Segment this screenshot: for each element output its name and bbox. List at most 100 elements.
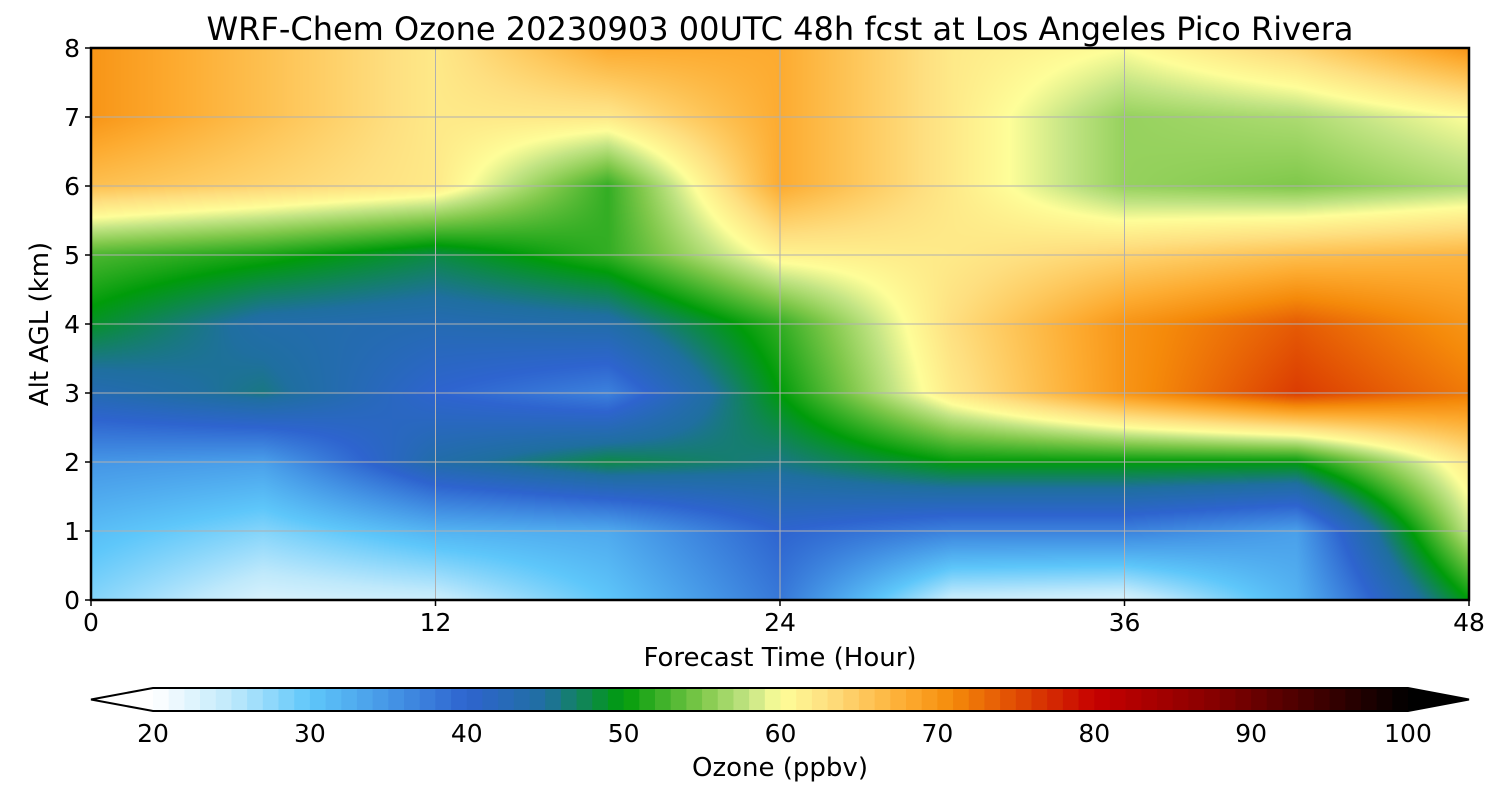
colorbar-tick-label: 20 (137, 719, 169, 748)
y-tick-label: 7 (64, 103, 80, 132)
colorbar-segment (545, 688, 562, 711)
colorbar-segment (498, 688, 515, 711)
x-axis-ticks: 0 12 24 36 48 (83, 600, 1485, 637)
colorbar-segment (1235, 688, 1252, 711)
colorbar-segment (153, 688, 170, 711)
colorbar-segment (1125, 688, 1142, 711)
colorbar-segment (702, 688, 719, 711)
colorbar-segment (1392, 688, 1409, 711)
colorbar-segment (482, 688, 499, 711)
colorbar-segment (1251, 688, 1268, 711)
colorbar-segment (309, 688, 327, 711)
y-tick-label: 2 (64, 448, 80, 477)
colorbar-segment (372, 688, 389, 711)
colorbar-tick-label: 30 (294, 719, 326, 748)
colorbar-segment (576, 688, 593, 711)
colorbar-segment (215, 688, 233, 711)
colorbar-segment (968, 688, 986, 711)
colorbar-segment (435, 688, 452, 711)
colorbar-segment (1031, 688, 1048, 711)
colorbar-segment (670, 688, 687, 711)
colorbar-tick-label: 90 (1235, 719, 1267, 748)
colorbar-segment (1094, 688, 1111, 711)
colorbar-segment (858, 688, 876, 711)
colorbar-segment (1047, 688, 1064, 711)
colorbar-segment (780, 688, 797, 711)
colorbar (90, 687, 1470, 712)
colorbar-segment (827, 688, 844, 711)
colorbar-segment (623, 688, 640, 711)
colorbar-segment (749, 688, 766, 711)
colorbar-segment (1141, 688, 1158, 711)
colorbar-segment (466, 688, 484, 711)
colorbar-segment (764, 688, 782, 711)
x-tick-label: 48 (1453, 608, 1485, 637)
colorbar-segment (294, 688, 311, 711)
colorbar-extend-max (1408, 688, 1469, 711)
colorbar-segment (341, 688, 358, 711)
colorbar-segment (890, 688, 907, 711)
colorbar-segment (451, 688, 468, 711)
colorbar-segment (796, 688, 813, 711)
colorbar-label: Ozone (ppbv) (692, 753, 868, 783)
colorbar-segment (717, 688, 735, 711)
colorbar-ticks: 20 30 40 50 60 70 80 90 100 (137, 719, 1432, 748)
colorbar-tick-label: 80 (1078, 719, 1110, 748)
colorbar-segment (1298, 688, 1315, 711)
colorbar-segment (1219, 688, 1237, 711)
colorbar-segment (1062, 688, 1080, 711)
colorbar-tick-label: 50 (608, 719, 640, 748)
colorbar-tick-label: 100 (1384, 719, 1432, 748)
y-tick-label: 6 (64, 172, 80, 201)
colorbar-outline (90, 687, 1470, 712)
y-tick-label: 5 (64, 241, 80, 270)
x-axis-label: Forecast Time (Hour) (643, 643, 916, 673)
colorbar-segment (1157, 688, 1174, 711)
colorbar-segment (639, 688, 656, 711)
colorbar-tick-label: 60 (765, 719, 797, 748)
colorbar-tick-label: 40 (451, 719, 483, 748)
colorbar-segment (231, 688, 248, 711)
colorbar-segment (356, 688, 374, 711)
colorbar-segment (184, 688, 201, 711)
x-tick-label: 12 (420, 608, 452, 637)
colorbar-segment (262, 688, 280, 711)
colorbar-tick-label: 70 (921, 719, 953, 748)
y-axis-label: Alt AGL (km) (25, 242, 55, 406)
colorbar-segment (404, 688, 421, 711)
colorbar-segment (655, 688, 672, 711)
colorbar-segment (607, 688, 625, 711)
colorbar-segment (592, 688, 609, 711)
colorbar-segment (278, 688, 295, 711)
colorbar-segment (1266, 688, 1284, 711)
y-tick-label: 0 (64, 586, 80, 615)
y-tick-label: 4 (64, 310, 80, 339)
colorbar-segment (843, 688, 860, 711)
colorbar-segment (874, 688, 891, 711)
colorbar-segment (1329, 688, 1346, 711)
colorbar-extend-min (91, 688, 153, 711)
x-tick-label: 24 (764, 608, 796, 637)
x-tick-label: 36 (1109, 608, 1141, 637)
colorbar-segment (686, 688, 703, 711)
colorbar-segment (419, 688, 436, 711)
colorbar-segment (984, 688, 1001, 711)
y-tick-label: 1 (64, 517, 80, 546)
colorbar-segment (247, 688, 264, 711)
colorbar-segment (1313, 688, 1331, 711)
colorbar-segment (388, 688, 405, 711)
colorbar-segment (906, 688, 923, 711)
colorbar-segment (1282, 688, 1299, 711)
colorbar-segment (811, 688, 829, 711)
colorbar-segment (168, 688, 185, 711)
colorbar-segment (953, 688, 970, 711)
colorbar-segment (1360, 688, 1378, 711)
colorbar-segment (1109, 688, 1127, 711)
colorbar-segment (560, 688, 578, 711)
colorbar-segment (1078, 688, 1095, 711)
colorbar-segment (733, 688, 750, 711)
colorbar-segment (937, 688, 954, 711)
colorbar-segment (1188, 688, 1205, 711)
y-tick-label: 8 (64, 34, 80, 63)
colorbar-segment (1172, 688, 1189, 711)
